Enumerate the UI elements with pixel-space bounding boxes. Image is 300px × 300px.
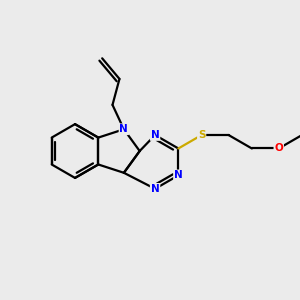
Text: S: S	[198, 130, 206, 140]
Text: O: O	[274, 143, 283, 154]
Text: N: N	[151, 130, 159, 140]
Text: N: N	[174, 170, 183, 180]
Text: N: N	[151, 184, 159, 194]
Text: N: N	[119, 124, 128, 134]
